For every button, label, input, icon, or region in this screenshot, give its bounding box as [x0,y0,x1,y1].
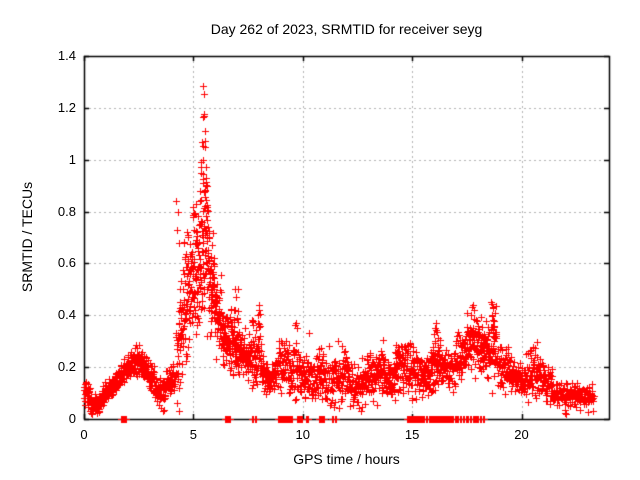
x-tick-label: 15 [404,427,420,442]
y-tick-label: 0.2 [57,359,76,375]
y-tick-label: 0.6 [57,255,76,271]
x-tick-label: 0 [80,427,88,442]
y-axis-label: SRMTID / TECUs [19,181,35,293]
y-tick-label: 0.8 [57,203,76,219]
x-tick-label: 10 [295,427,310,442]
y-tick-label: 1.2 [57,99,76,115]
x-axis-label: GPS time / hours [293,451,400,467]
x-tick-label: 20 [514,427,529,442]
x-tick-label: 5 [189,427,197,442]
y-tick-label: 0 [68,411,76,426]
y-tick-label: 1 [68,151,76,167]
chart-title: Day 262 of 2023, SRMTID for receiver sey… [210,21,483,37]
y-tick-label: 0.4 [57,307,76,323]
y-tick-label: 1.4 [57,48,76,63]
